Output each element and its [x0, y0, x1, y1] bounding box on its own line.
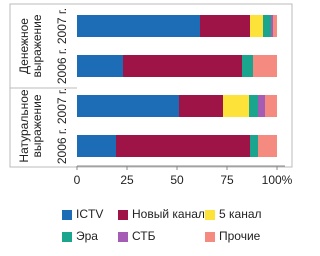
x-tick-label: 50 [170, 173, 184, 187]
legend-label: Эра [76, 229, 98, 243]
x-tick-label: 0 [74, 173, 81, 187]
group-label: Натуральное [17, 89, 31, 162]
bar-segment [258, 135, 277, 157]
legend-swatch [118, 232, 128, 242]
bar-segment [265, 95, 277, 117]
bar-segment [179, 95, 223, 117]
bar-segment [77, 95, 179, 117]
group-label: выражение [30, 94, 44, 157]
chart: 0 25 50 75 100% 2007 г. 2006 г. 2007 г. 2006 г. Д… [9, 3, 293, 243]
legend-swatch [205, 210, 215, 220]
bar-segment [77, 135, 116, 157]
bar-segment [253, 55, 277, 77]
bar-segment [263, 15, 271, 37]
bar-segment [123, 55, 242, 77]
x-tick-label: 100% [262, 173, 293, 187]
y-tick-label: 2006 г. [55, 128, 69, 164]
group-label: Денежное [17, 18, 31, 74]
frame [9, 3, 293, 168]
legend-label: Новый канал [132, 207, 205, 221]
x-tick-label: 75 [220, 173, 234, 187]
bar-segment [77, 15, 200, 37]
legend-swatch [118, 210, 128, 220]
y-tick-label: 2006 г. [55, 48, 69, 84]
legend-swatch [205, 232, 215, 242]
bar-segment [223, 95, 249, 117]
bar-segment [258, 95, 265, 117]
bar-segment [200, 15, 250, 37]
bar-segment [271, 15, 273, 37]
legend-label: СТБ [132, 229, 156, 243]
legend-swatch [62, 210, 72, 220]
legend-swatch [62, 232, 72, 242]
legend-label: 5 канал [219, 207, 262, 221]
y-tick-label: 2007 г. [55, 88, 69, 124]
y-tick-label: 2007 г. [55, 8, 69, 44]
bar-segment [250, 135, 258, 157]
x-tick-label: 25 [120, 173, 134, 187]
bar-segment [250, 15, 263, 37]
bar-segment [249, 95, 258, 117]
bar-segment [273, 15, 277, 37]
legend-label: ICTV [76, 207, 103, 221]
group-label: выражение [30, 14, 44, 77]
bar-segment [77, 55, 123, 77]
bar-segment [116, 135, 250, 157]
bar-segment [242, 55, 253, 77]
legend-label: Прочие [219, 229, 261, 243]
